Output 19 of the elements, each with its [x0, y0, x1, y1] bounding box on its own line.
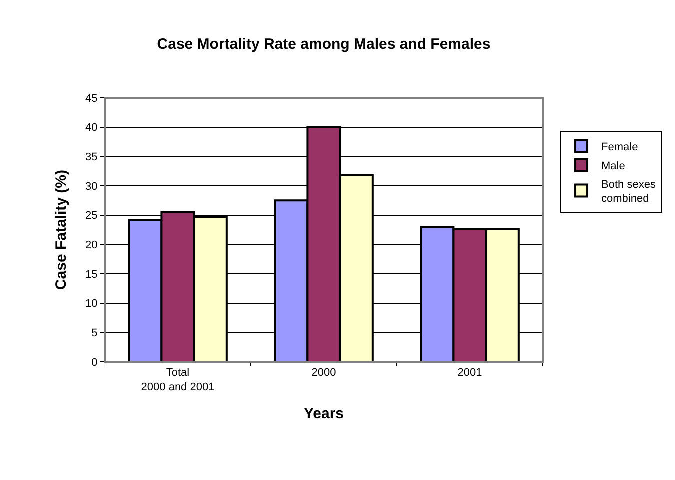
y-tick-label: 20 [86, 240, 98, 252]
y-tick-label: 45 [86, 92, 98, 105]
legend-label: Male [602, 160, 626, 173]
y-tick-label: 0 [92, 356, 98, 369]
x-tick-label: Total 2000 and 2001 [141, 367, 215, 394]
x-axis-title: Years [304, 406, 344, 422]
legend-label: Female [602, 142, 638, 154]
y-tick-label: 10 [86, 298, 98, 310]
x-tick-label: 2001 [458, 367, 482, 380]
legend-label: Both sexes combined [602, 178, 656, 206]
y-tick-label: 5 [92, 328, 98, 340]
y-tick-label: 15 [86, 268, 98, 281]
y-tick-label: 25 [86, 210, 98, 222]
chart-title: Case Mortality Rate among Males and Females [157, 36, 491, 53]
x-tick-label: 2000 [312, 367, 336, 380]
y-tick-label: 35 [86, 152, 98, 164]
y-tick-label: 30 [86, 180, 98, 193]
y-axis-title: Case Fatality (%) [52, 170, 70, 290]
y-tick-label: 40 [86, 122, 98, 134]
